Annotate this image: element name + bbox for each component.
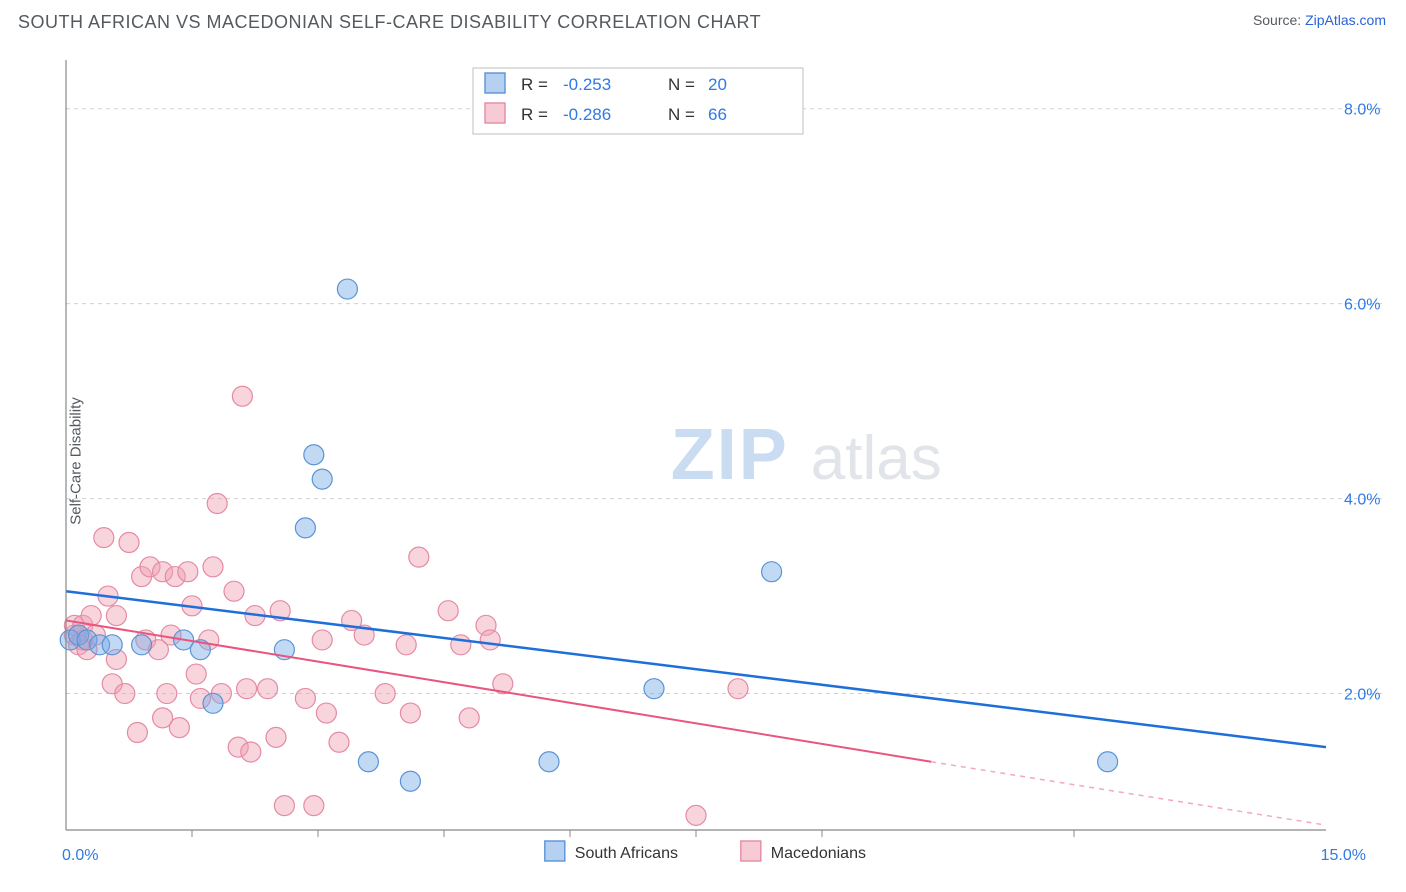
data-point (329, 732, 349, 752)
chart-title: SOUTH AFRICAN VS MACEDONIAN SELF-CARE DI… (18, 12, 761, 33)
legend-label: South Africans (575, 845, 678, 862)
legend-stat: R = (521, 105, 548, 124)
data-point (409, 547, 429, 567)
legend-stat: -0.253 (563, 75, 611, 94)
legend-stat: R = (521, 75, 548, 94)
data-point (400, 703, 420, 723)
source-link[interactable]: ZipAtlas.com (1305, 12, 1386, 28)
data-point (178, 562, 198, 582)
data-point (169, 718, 189, 738)
data-point (186, 664, 206, 684)
y-axis-label: Self-Care Disability (67, 397, 84, 525)
data-point (207, 493, 227, 513)
legend-stat: 20 (708, 75, 727, 94)
data-point (312, 469, 332, 489)
data-point (274, 796, 294, 816)
data-point (232, 386, 252, 406)
data-point (304, 796, 324, 816)
data-point (102, 635, 122, 655)
data-point (203, 557, 223, 577)
data-point (644, 679, 664, 699)
data-point (94, 528, 114, 548)
data-point (127, 723, 147, 743)
data-point (480, 630, 500, 650)
legend-swatch (545, 841, 565, 861)
chart-container: Self-Care Disability ZIP atlas 0.0% 15.0% 2.… (18, 40, 1386, 882)
data-point (728, 679, 748, 699)
data-point (312, 630, 332, 650)
data-point (237, 679, 257, 699)
x-tick-label: 0.0% (62, 847, 98, 864)
x-tick-label: 15.0% (1321, 847, 1366, 864)
data-point (295, 688, 315, 708)
data-point (106, 606, 126, 626)
legend-label: Macedonians (771, 845, 866, 862)
data-point (358, 752, 378, 772)
data-point (337, 279, 357, 299)
watermark: atlas (811, 424, 942, 493)
data-point (451, 635, 471, 655)
data-point (1098, 752, 1118, 772)
data-point (241, 742, 261, 762)
data-point (258, 679, 278, 699)
y-tick-label: 8.0% (1344, 102, 1380, 119)
legend-stat: -0.286 (563, 105, 611, 124)
legend-swatch (485, 73, 505, 93)
data-point (438, 601, 458, 621)
data-point (119, 532, 139, 552)
data-point (266, 727, 286, 747)
data-point (400, 771, 420, 791)
data-point (762, 562, 782, 582)
legend-swatch (485, 103, 505, 123)
data-point (459, 708, 479, 728)
legend-stat: 66 (708, 105, 727, 124)
legend-stat: N = (668, 105, 695, 124)
data-point (295, 518, 315, 538)
data-point (316, 703, 336, 723)
data-point (203, 693, 223, 713)
data-point (375, 684, 395, 704)
scatter-chart: ZIP atlas 0.0% 15.0% 2.0% 4.0% 6.0% 8.0% R = -0.2… (18, 40, 1386, 882)
watermark: ZIP (671, 415, 789, 495)
y-tick-label: 6.0% (1344, 297, 1380, 314)
legend-stat: N = (668, 75, 695, 94)
data-point (686, 805, 706, 825)
data-point (115, 684, 135, 704)
data-point (396, 635, 416, 655)
source-label: Source: ZipAtlas.com (1253, 12, 1386, 28)
data-point (157, 684, 177, 704)
data-point (304, 445, 324, 465)
trend-line-ext (931, 762, 1326, 825)
data-point (132, 635, 152, 655)
data-point (539, 752, 559, 772)
y-tick-label: 4.0% (1344, 492, 1380, 509)
legend-swatch (741, 841, 761, 861)
data-point (224, 581, 244, 601)
y-tick-label: 2.0% (1344, 687, 1380, 704)
